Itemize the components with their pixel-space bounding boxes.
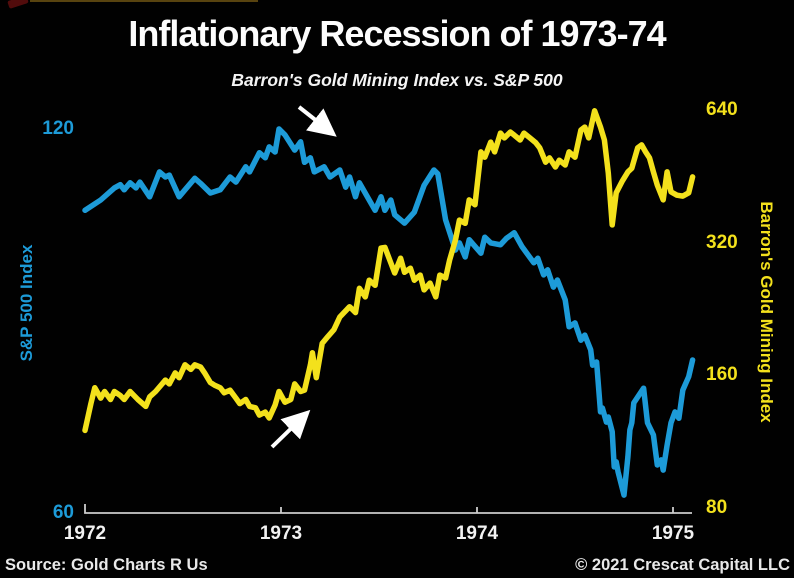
x-axis-tick-1972: 1972: [63, 523, 107, 544]
x-axis-tick-1973: 1973: [259, 523, 303, 544]
series-lines: [82, 108, 696, 498]
right-axis-tick-80: 80: [706, 497, 728, 518]
x-axis-tick-1975: 1975: [651, 523, 695, 544]
copyright-credit: © 2021 Crescat Capital LLC: [575, 556, 790, 574]
sp500-line: [82, 126, 696, 498]
source-credit: Source: Gold Charts R Us: [5, 556, 208, 574]
x-axis-tick-1974: 1974: [455, 523, 499, 544]
gold-mining-line: [82, 108, 696, 434]
chart-subtitle: Barron's Gold Mining Index vs. S&P 500: [231, 70, 563, 90]
left-axis-tick-120: 120: [42, 118, 74, 139]
x-axis: [84, 504, 692, 514]
chart-title: Inflationary Recession of 1973-74: [128, 13, 666, 54]
right-axis-tick-160: 160: [706, 364, 738, 386]
left-axis-tick-60: 60: [52, 502, 74, 523]
right-axis-tick-320: 320: [706, 231, 738, 253]
top-edge-line-artifact: [30, 0, 258, 2]
right-axis-tick-640: 640: [706, 98, 738, 120]
x-axis-line: [84, 504, 692, 514]
uptrend-arrow-icon: [270, 409, 311, 449]
annotation-arrows: [270, 105, 337, 449]
downtrend-arrow-icon: [297, 105, 337, 137]
